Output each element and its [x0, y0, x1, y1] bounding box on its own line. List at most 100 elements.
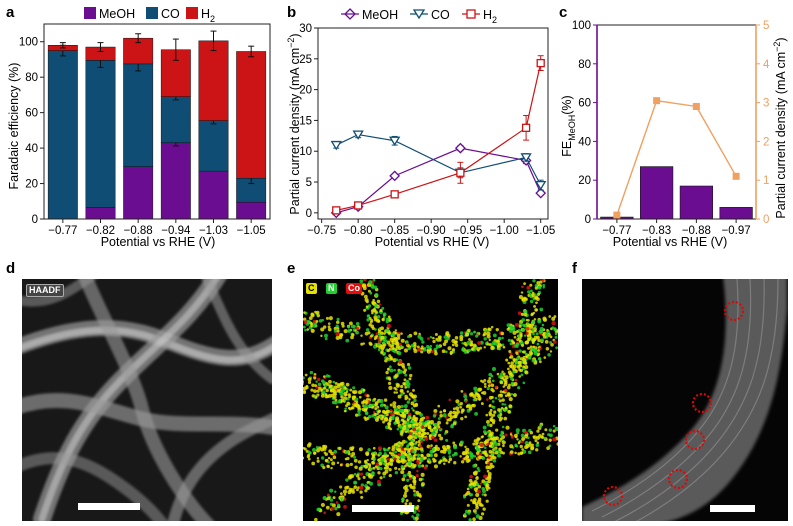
eds-signal-dot — [416, 345, 420, 349]
eds-signal-dot — [470, 498, 473, 502]
eds-signal-dot — [508, 356, 512, 359]
eds-signal-dot — [508, 397, 513, 402]
eds-signal-dot — [442, 457, 447, 462]
eds-signal-dot — [364, 489, 368, 493]
eds-signal-dot — [377, 458, 381, 462]
eds-signal-dot — [539, 347, 542, 351]
eds-signal-dot — [547, 353, 551, 357]
eds-signal-dot — [541, 323, 545, 327]
eds-signal-dot — [501, 377, 505, 380]
eds-signal-dot — [475, 334, 479, 338]
eds-signal-dot — [401, 455, 406, 459]
eds-signal-dot — [486, 386, 490, 391]
eds-signal-dot — [351, 405, 355, 410]
eds-signal-dot — [376, 299, 381, 304]
eds-signal-dot — [472, 398, 476, 402]
eds-signal-dot — [307, 377, 312, 382]
eds-signal-dot — [355, 330, 359, 335]
eds-signal-dot — [389, 403, 393, 407]
eds-signal-dot — [339, 492, 343, 495]
eds-signal-dot — [491, 341, 496, 346]
eds-signal-dot — [330, 466, 333, 470]
eds-signal-dot — [325, 505, 330, 510]
eds-signal-dot — [372, 298, 375, 302]
eds-signal-dot — [421, 464, 425, 468]
eds-signal-dot — [472, 500, 476, 505]
eds-signal-dot — [417, 499, 421, 503]
eds-signal-dot — [488, 465, 493, 470]
eds-signal-dot — [385, 409, 390, 414]
eds-signal-dot — [384, 405, 389, 410]
eds-signal-dot — [494, 450, 499, 455]
eds-signal-dot — [406, 400, 410, 404]
eds-signal-dot — [454, 343, 459, 348]
eds-signal-dot — [400, 404, 404, 409]
eds-signal-dot — [394, 348, 398, 352]
eds-signal-dot — [319, 447, 325, 452]
eds-tag-n: N — [326, 283, 337, 294]
eds-signal-dot — [515, 342, 520, 347]
eds-signal-dot — [353, 485, 358, 490]
eds-signal-dot — [358, 395, 362, 399]
eds-signal-dot — [388, 473, 392, 478]
eds-signal-dot — [392, 358, 397, 363]
y2-tick-label: 5 — [763, 20, 769, 32]
y-tick-label: 20 — [25, 179, 38, 191]
eds-signal-dot — [501, 440, 506, 445]
eds-signal-dot — [379, 308, 383, 313]
eds-signal-dot — [369, 291, 373, 295]
eds-signal-dot — [523, 282, 526, 286]
eds-signal-dot — [364, 297, 369, 303]
eds-signal-dot — [307, 320, 311, 324]
x-tick-label: −1.05 — [237, 225, 266, 237]
eds-signal-dot — [413, 489, 416, 493]
eds-signal-dot — [448, 457, 453, 462]
eds-signal-dot — [366, 486, 370, 490]
eds-signal-dot — [463, 457, 467, 461]
eds-signal-dot — [460, 416, 464, 421]
eds-signal-dot — [500, 406, 504, 410]
eds-signal-dot — [404, 385, 408, 389]
eds-signal-dot — [385, 465, 390, 470]
eds-signal-dot — [420, 454, 424, 458]
eds-signal-dot — [500, 430, 504, 435]
eds-signal-dot — [401, 422, 405, 426]
eds-signal-dot — [468, 338, 471, 341]
eds-signal-dot — [323, 451, 327, 455]
chart-c-ylabel: FEMeOH(%) — [560, 95, 577, 156]
eds-signal-dot — [415, 520, 418, 521]
eds-signal-dot — [363, 294, 368, 299]
eds-signal-dot — [394, 374, 398, 379]
eds-signal-dot — [364, 464, 369, 469]
eds-signal-dot — [411, 458, 415, 462]
eds-signal-dot — [326, 493, 330, 497]
eds-signal-dot — [359, 279, 364, 284]
eds-signal-dot — [336, 461, 340, 465]
eds-signal-dot — [466, 340, 471, 346]
eds-signal-dot — [477, 349, 480, 352]
eds-signal-dot — [349, 489, 353, 493]
eds-signal-dot — [400, 338, 405, 343]
eds-signal-dot — [439, 459, 443, 463]
eds-signal-dot — [417, 334, 422, 339]
eds-signal-dot — [303, 456, 305, 460]
eds-signal-dot — [408, 431, 413, 436]
eds-signal-dot — [498, 447, 502, 452]
eds-signal-dot — [332, 455, 337, 460]
eds-signal-dot — [556, 442, 558, 446]
eds-signal-dot — [374, 303, 378, 308]
eds-signal-dot — [451, 453, 455, 457]
eds-signal-dot — [486, 398, 489, 401]
eds-signal-dot — [408, 473, 413, 478]
eds-signal-dot — [309, 370, 314, 375]
eds-signal-dot — [377, 446, 383, 451]
eds-signal-dot — [538, 329, 544, 334]
eds-signal-dot — [439, 436, 444, 441]
eds-signal-dot — [505, 358, 509, 362]
eds-signal-dot — [345, 382, 350, 387]
eds-signal-dot — [395, 391, 399, 394]
eds-signal-dot — [336, 317, 340, 321]
eds-signal-dot — [553, 327, 557, 332]
eds-signal-dot — [478, 502, 483, 507]
eds-signal-dot — [515, 445, 519, 448]
